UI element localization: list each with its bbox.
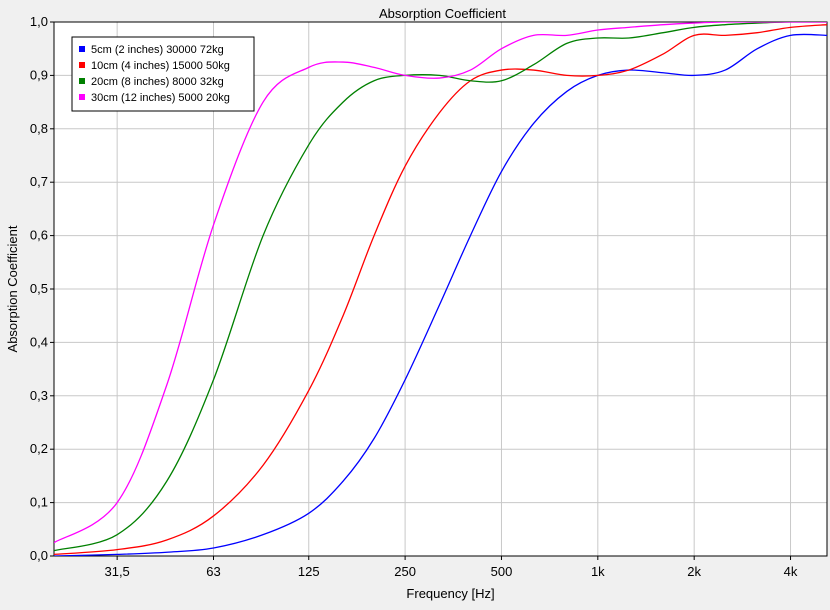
x-tick-label: 4k bbox=[784, 564, 798, 579]
series-line-4 bbox=[54, 22, 827, 544]
legend-entry: 10cm (4 inches) 15000 50kg bbox=[91, 60, 230, 72]
legend-entry: 20cm (8 inches) 8000 32kg bbox=[91, 76, 224, 88]
x-tick-label: 125 bbox=[298, 564, 320, 579]
series-line-1 bbox=[54, 33, 827, 556]
legend-swatch bbox=[79, 46, 85, 52]
x-tick-label: 2k bbox=[687, 564, 701, 579]
y-tick-label: 0,2 bbox=[30, 441, 48, 456]
legend-entry: 30cm (12 inches) 5000 20kg bbox=[91, 92, 230, 104]
legend-swatch bbox=[79, 94, 85, 100]
y-tick-label: 0,0 bbox=[30, 548, 48, 563]
y-tick-label: 0,6 bbox=[30, 228, 48, 243]
y-tick-label: 0,3 bbox=[30, 388, 48, 403]
y-tick-label: 0,4 bbox=[30, 334, 48, 349]
series-line-3 bbox=[54, 22, 827, 552]
legend-swatch bbox=[79, 62, 85, 68]
legend-box bbox=[71, 36, 255, 112]
y-tick-label: 1,0 bbox=[30, 14, 48, 29]
legend-entry: 5cm (2 inches) 30000 72kg bbox=[91, 44, 224, 56]
x-tick-label: 250 bbox=[394, 564, 416, 579]
y-tick-label: 0,8 bbox=[30, 121, 48, 136]
x-tick-label: 1k bbox=[591, 564, 605, 579]
y-tick-label: 0,5 bbox=[30, 281, 48, 296]
x-tick-label: 63 bbox=[206, 564, 220, 579]
y-tick-label: 0,9 bbox=[30, 67, 48, 82]
chart-title: Absorption Coefficient bbox=[379, 6, 506, 21]
x-axis-title: Frequency [Hz] bbox=[406, 586, 494, 601]
x-tick-label: 500 bbox=[491, 564, 513, 579]
x-tick-label: 31,5 bbox=[104, 564, 129, 579]
y-tick-label: 0,7 bbox=[30, 174, 48, 189]
plot-border bbox=[53, 21, 828, 557]
y-tick-label: 0,1 bbox=[30, 495, 48, 510]
legend-swatch bbox=[79, 78, 85, 84]
y-axis-title: Absorption Coefficient bbox=[5, 225, 20, 352]
